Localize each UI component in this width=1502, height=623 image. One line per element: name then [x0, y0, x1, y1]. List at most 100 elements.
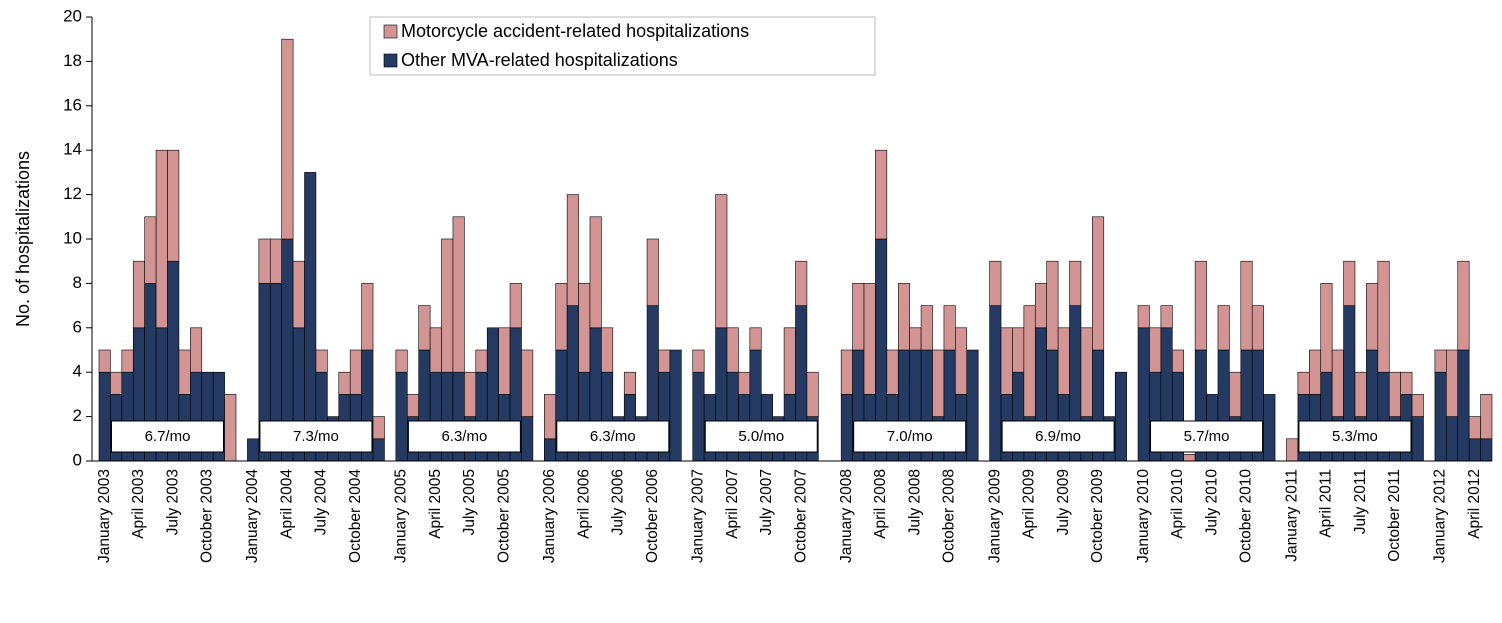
bar-segment: [669, 349, 682, 462]
y-tick-label: 2: [73, 406, 82, 425]
y-tick-label: 14: [63, 140, 82, 159]
bar-segment: [623, 371, 636, 395]
annotation-box: [1298, 420, 1412, 453]
x-tick-label: April 2004: [278, 469, 295, 539]
bar-segment: [1240, 260, 1253, 351]
x-tick-label: July 2009: [1055, 469, 1072, 535]
x-tick-label: July 2006: [610, 469, 627, 535]
bar-segment: [989, 260, 1002, 306]
x-tick-label: October 2008: [941, 469, 958, 563]
x-tick-label: January 2010: [1135, 469, 1152, 563]
bar-segment: [646, 238, 659, 306]
bar-segment: [441, 238, 454, 373]
bar-segment: [1480, 438, 1493, 462]
bar-segment: [1446, 349, 1459, 417]
bar-segment: [909, 327, 922, 351]
bar-segment: [1480, 394, 1493, 440]
annotation: 6.3/mo: [590, 428, 636, 445]
bar-segment: [498, 327, 511, 395]
annotation-box: [407, 420, 521, 453]
bar-segment: [1183, 454, 1196, 462]
x-tick-label: January 2004: [244, 469, 261, 563]
annotation: 6.7/mo: [145, 428, 191, 445]
annotation-box: [704, 420, 818, 453]
bar-segment: [715, 194, 728, 329]
bar-segment: [406, 394, 420, 417]
annotation: 5.7/mo: [1184, 428, 1230, 445]
x-tick-label: April 2007: [724, 469, 741, 539]
bar-segment: [1457, 349, 1470, 462]
bar-segment: [452, 216, 465, 373]
annotation-box: [259, 420, 373, 453]
x-tick-label: October 2004: [347, 469, 364, 563]
x-tick-label: July 2007: [758, 469, 775, 535]
y-tick-label: 18: [63, 51, 82, 70]
bar-segment: [521, 349, 534, 417]
bar-segment: [395, 349, 408, 373]
bar-segment: [1000, 327, 1013, 395]
bar-segment: [932, 349, 945, 417]
annotation: 7.0/mo: [887, 428, 933, 445]
annotation-box: [111, 420, 225, 453]
annotation: 6.3/mo: [441, 428, 487, 445]
bar-segment: [361, 283, 374, 351]
legend-swatch: [383, 53, 398, 68]
bar-segment: [167, 149, 180, 262]
bar-segment: [224, 394, 237, 462]
annotation: 5.3/mo: [1332, 428, 1378, 445]
bar-segment: [1400, 371, 1413, 395]
bar-segment: [875, 149, 888, 240]
x-tick-label: July 2003: [164, 469, 181, 535]
bar-segment: [738, 371, 751, 395]
y-tick-label: 16: [63, 95, 82, 114]
bar-segment: [110, 371, 123, 395]
bar-segment: [1080, 327, 1093, 417]
bar-segment: [1023, 305, 1036, 417]
x-tick-label: January 2012: [1432, 469, 1449, 563]
bar-segment: [589, 216, 602, 329]
bar-segment: [281, 38, 294, 240]
bar-segment: [304, 172, 317, 462]
x-tick-label: January 2005: [393, 469, 410, 563]
bar-segment: [1034, 283, 1047, 329]
x-tick-label: April 2006: [575, 469, 592, 539]
bar-segment: [1229, 371, 1242, 417]
x-tick-label: April 2009: [1021, 469, 1038, 539]
bar-segment: [1286, 438, 1299, 462]
bar-segment: [1114, 371, 1127, 462]
bar-segment: [1434, 371, 1447, 462]
bar-segment: [920, 305, 933, 351]
bar-segment: [749, 327, 762, 351]
annotation: 7.3/mo: [293, 428, 339, 445]
annotation-box: [853, 420, 967, 453]
x-tick-label: April 2003: [130, 469, 147, 539]
y-tick-label: 6: [73, 317, 82, 336]
x-tick-label: October 2009: [1089, 469, 1106, 563]
x-tick-label: July 2010: [1203, 469, 1220, 536]
bar-segment: [1411, 394, 1424, 417]
legend-label: Other MVA-related hospitalizations: [401, 50, 678, 70]
y-tick-label: 10: [63, 228, 82, 247]
bar-segment: [1446, 416, 1459, 462]
y-axis-label: No. of hospitalizations: [13, 151, 33, 327]
bar-segment: [1468, 416, 1481, 440]
bar-segment: [292, 260, 305, 329]
bar-segment: [155, 149, 168, 329]
bar-segment: [132, 260, 145, 329]
bar-segment: [1092, 216, 1105, 351]
x-tick-label: July 2011: [1352, 469, 1369, 534]
annotation: 5.0/mo: [738, 428, 784, 445]
bar-segment: [897, 283, 910, 351]
bar-segment: [1297, 371, 1310, 395]
bar-segment: [943, 305, 956, 351]
y-tick-label: 0: [73, 450, 82, 469]
bar-segment: [429, 327, 442, 373]
bar-segment: [247, 438, 260, 462]
bar-segment: [966, 349, 979, 462]
bar-segment: [806, 371, 819, 417]
legend-swatch: [383, 24, 398, 39]
bar-segment: [692, 349, 705, 373]
bar-segment: [1468, 438, 1481, 462]
bar-segment: [1377, 260, 1390, 373]
x-tick-label: October 2005: [495, 469, 512, 563]
